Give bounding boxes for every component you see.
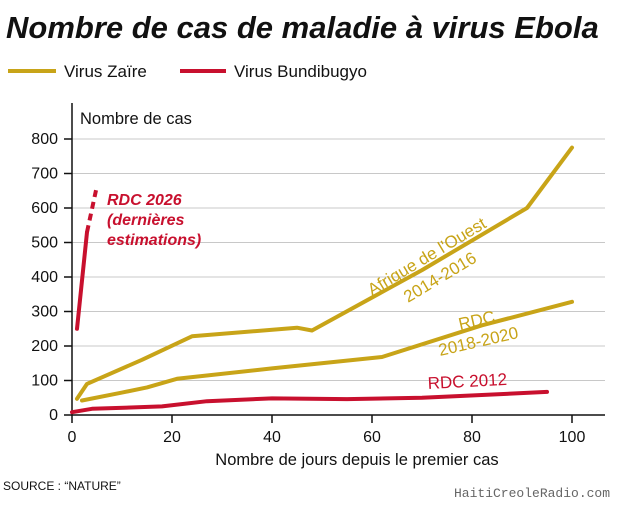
axes: 0 100 200 300 400 500 600 700 800 0 20 40 60 80 100 <box>31 103 605 446</box>
series-lines <box>70 145 574 415</box>
y-tick-label-400: 400 <box>31 269 58 286</box>
gridlines <box>72 138 605 381</box>
x-tick-label-0: 0 <box>68 429 77 446</box>
label-rdc-2026-note-2: estimations) <box>107 232 201 249</box>
y-tick-label-0: 0 <box>49 407 58 424</box>
x-axis-label: Nombre de jours depuis le premier cas <box>215 451 498 469</box>
series-line-1 <box>80 299 574 403</box>
y-tick-label-300: 300 <box>31 304 58 321</box>
legend-label-bundibugyo: Virus Bundibugyo <box>234 62 367 81</box>
source-note: SOURCE : “NATURE” <box>3 479 121 493</box>
y-tick-label-100: 100 <box>31 373 58 390</box>
series-line-3 <box>75 230 89 331</box>
label-rdc-2026: RDC 2026 <box>107 192 182 209</box>
series-line-0 <box>75 145 574 401</box>
x-tick-label-80: 80 <box>463 429 481 446</box>
x-tick-label-60: 60 <box>363 429 381 446</box>
label-rdc-2026-note: (dernières <box>107 212 184 229</box>
x-tick-label-100: 100 <box>559 429 586 446</box>
label-rdc-2012: RDC 2012 <box>427 370 507 393</box>
y-tick-label-600: 600 <box>31 200 58 217</box>
y-tick-label-700: 700 <box>31 166 58 183</box>
chart-title: Nombre de cas de maladie à virus Ebola <box>6 10 599 45</box>
y-tick-label-800: 800 <box>31 131 58 148</box>
series-line-2 <box>70 389 549 415</box>
y-tick-label-500: 500 <box>31 235 58 252</box>
watermark: HaitiCreoleRadio.com <box>454 486 610 501</box>
legend: Virus Zaïre Virus Bundibugyo <box>8 62 367 81</box>
legend-label-zaire: Virus Zaïre <box>64 62 147 81</box>
x-tick-label-20: 20 <box>163 429 181 446</box>
y-axis-label: Nombre de cas <box>80 110 192 128</box>
x-tick-label-40: 40 <box>263 429 281 446</box>
series-line-3-estimate <box>85 185 99 233</box>
y-tick-label-200: 200 <box>31 338 58 355</box>
